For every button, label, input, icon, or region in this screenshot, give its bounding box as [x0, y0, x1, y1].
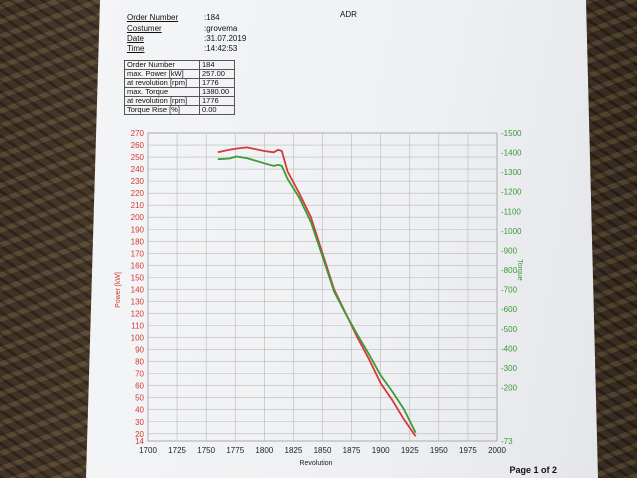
revolution-tick-label: 1775: [226, 446, 244, 455]
order-number-value: :184: [204, 13, 220, 22]
torque-series-line: [217, 155, 417, 434]
date-label: Date: [127, 34, 144, 43]
customer-label: Costumer: [127, 24, 162, 33]
power-tick-label: 180: [131, 237, 145, 246]
torque-tick-label: -500: [501, 325, 518, 334]
revolution-tick-label: 1800: [255, 446, 273, 455]
torque-tick-label: -73: [501, 437, 513, 446]
revolution-axis-ticks: 1700 1725 1750 1775 1800 1825 1850 1875 1900 1925…: [139, 446, 506, 455]
torque-axis-title: Torque: [516, 259, 523, 281]
torque-tick-label: -700: [501, 286, 518, 295]
power-tick-label: 250: [131, 153, 145, 162]
power-series-line: [217, 146, 417, 437]
time-label: Time: [127, 44, 145, 53]
power-tick-label: 220: [131, 189, 145, 198]
torque-tick-label: -800: [501, 266, 518, 275]
revolution-tick-label: 1900: [372, 446, 390, 455]
power-tick-label: 170: [131, 249, 145, 258]
revolution-tick-label: 1825: [285, 446, 303, 455]
power-tick-label: 90: [135, 346, 144, 355]
revolution-tick-label: 1850: [314, 446, 332, 455]
customer-value: :grovema: [204, 24, 238, 33]
torque-tick-label: -400: [501, 344, 518, 353]
power-tick-label: 230: [131, 177, 145, 186]
power-tick-label: 80: [135, 358, 144, 367]
revolution-tick-label: 1975: [459, 446, 477, 455]
power-tick-label: 140: [131, 285, 145, 294]
torque-tick-label: -300: [501, 364, 518, 373]
power-tick-label: 240: [131, 165, 145, 174]
torque-tick-label: -1400: [501, 149, 522, 158]
chart-grid: [147, 132, 498, 442]
power-tick-label: 260: [131, 141, 145, 150]
date-value: :31.07.2019: [204, 34, 247, 43]
power-tick-label: 190: [131, 225, 145, 234]
power-tick-label: 30: [135, 418, 144, 427]
summary-row: Torque Rise [%] 0.00: [124, 105, 235, 115]
power-tick-label: 20: [135, 430, 144, 439]
report-title: ADR: [340, 10, 357, 19]
revolution-tick-label: 1925: [401, 446, 419, 455]
power-tick-label: 160: [131, 261, 145, 270]
power-tick-label: 200: [131, 213, 145, 222]
torque-tick-label: -1100: [501, 207, 521, 216]
torque-tick-label: -1500: [501, 129, 522, 138]
power-axis-title: Power [kW]: [115, 272, 122, 308]
power-tick-label: 270: [131, 129, 145, 138]
revolution-axis-title: Revolution: [299, 460, 332, 467]
summary-table: Order Number 184 max. Power [kW] 257.00 at…: [124, 60, 235, 115]
power-tick-label: 130: [131, 297, 145, 306]
power-tick-label: 14: [135, 437, 144, 446]
revolution-tick-label: 1725: [168, 446, 186, 455]
revolution-tick-label: 1875: [343, 446, 361, 455]
revolution-tick-label: 2000: [488, 446, 506, 455]
torque-tick-label: -200: [501, 384, 518, 393]
time-value: :14:42:53: [204, 44, 238, 53]
torque-tick-label: -1300: [501, 168, 522, 177]
order-number-label: Order Number: [127, 13, 179, 22]
power-tick-label: 120: [131, 309, 145, 318]
power-tick-label: 100: [131, 334, 145, 343]
summary-value: 0.00: [199, 105, 235, 115]
revolution-tick-label: 1750: [197, 446, 215, 455]
torque-tick-label: -1000: [501, 227, 522, 236]
chart-series: [217, 146, 417, 437]
power-tick-label: 70: [135, 370, 144, 379]
power-tick-label: 110: [131, 322, 144, 331]
power-tick-label: 150: [131, 273, 145, 282]
page-footer: Page 1 of 2: [509, 465, 557, 475]
revolution-tick-label: 1950: [430, 446, 448, 455]
torque-tick-label: -600: [501, 305, 518, 314]
torque-tick-label: -900: [501, 246, 518, 255]
torque-tick-label: -1200: [501, 188, 522, 197]
power-tick-label: 210: [131, 201, 145, 210]
power-tick-label: 40: [135, 406, 144, 415]
torque-axis-ticks: -73 -200 -300 -400 -500 -600 -700 -800 -900 -1000…: [501, 129, 522, 446]
power-tick-label: 60: [135, 382, 144, 391]
power-tick-label: 50: [135, 394, 144, 403]
revolution-tick-label: 1700: [139, 446, 157, 455]
